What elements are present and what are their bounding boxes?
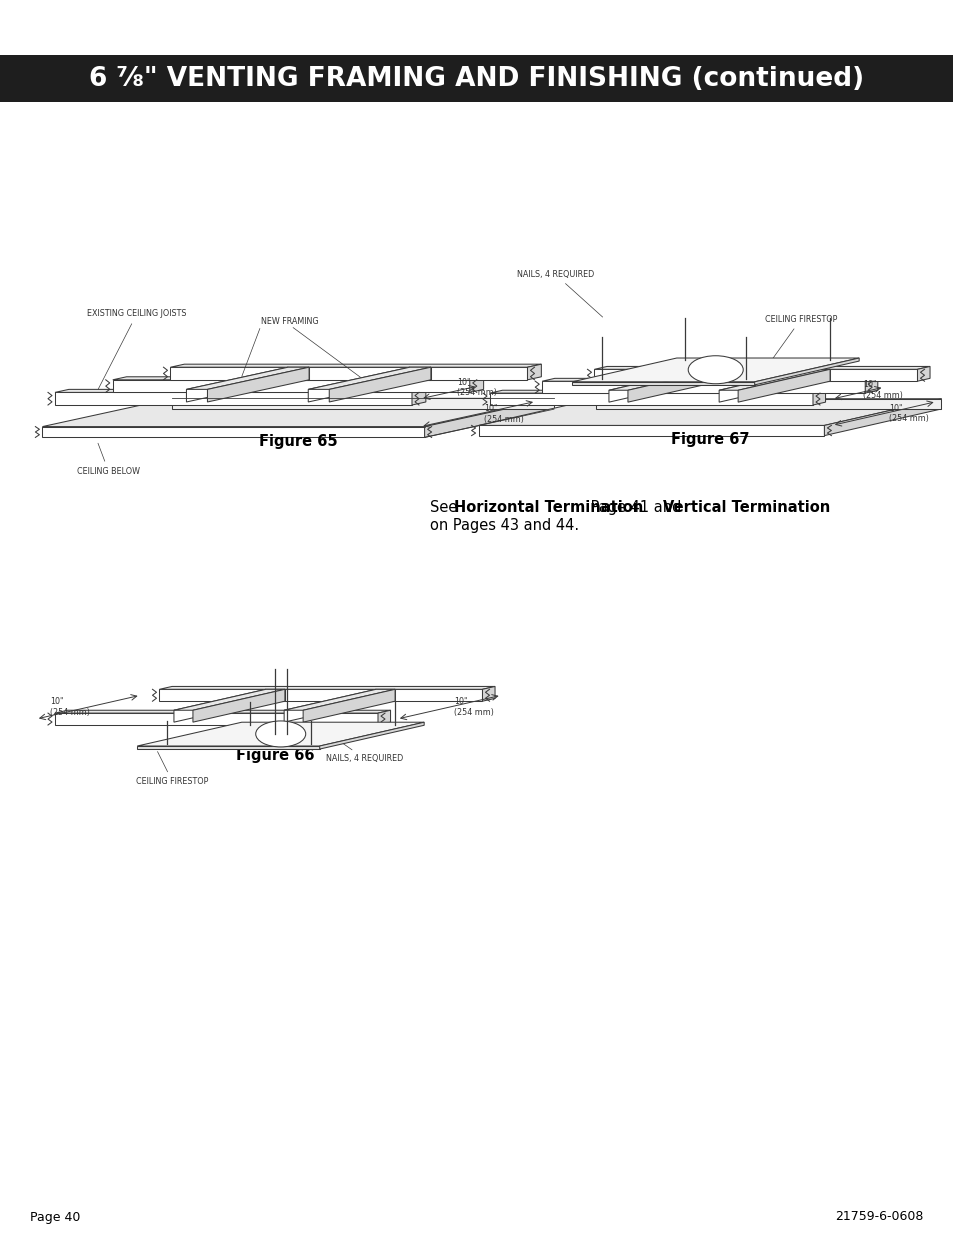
Polygon shape [754,358,859,385]
Polygon shape [412,389,425,405]
Polygon shape [55,389,425,393]
Polygon shape [527,364,540,380]
Polygon shape [112,377,483,380]
Text: Vertical Termination: Vertical Termination [662,500,830,515]
Text: NAILS, 4 REQUIRED: NAILS, 4 REQUIRED [314,722,403,763]
Polygon shape [329,367,431,401]
Text: NAILS, 4 REQUIRED: NAILS, 4 REQUIRED [517,270,602,317]
Polygon shape [172,399,554,409]
Polygon shape [171,367,527,380]
Polygon shape [478,399,941,425]
Polygon shape [864,378,877,393]
Text: See: See [430,500,461,515]
Polygon shape [572,358,859,382]
Polygon shape [719,369,810,403]
Polygon shape [308,367,431,389]
Polygon shape [207,367,309,401]
Ellipse shape [255,721,305,747]
Polygon shape [375,689,395,701]
Polygon shape [700,369,720,382]
Text: Figure 66: Figure 66 [235,748,314,763]
Text: 10"
(254 mm): 10" (254 mm) [454,698,494,716]
Polygon shape [193,689,285,722]
Polygon shape [137,746,319,750]
Polygon shape [186,367,288,401]
Polygon shape [594,367,929,369]
Polygon shape [42,426,424,437]
Polygon shape [42,399,554,426]
Text: CEILING FIRESTOP: CEILING FIRESTOP [136,752,209,785]
Polygon shape [171,364,540,367]
Polygon shape [55,393,412,405]
Text: 6 ⅞" VENTING FRAMING AND FINISHING (continued): 6 ⅞" VENTING FRAMING AND FINISHING (cont… [90,65,863,91]
Polygon shape [288,367,309,380]
Polygon shape [284,689,375,722]
Polygon shape [424,399,554,437]
Text: on Pages 43 and 44.: on Pages 43 and 44. [430,517,578,534]
Ellipse shape [687,356,742,384]
Text: 10"
(254 mm): 10" (254 mm) [862,380,902,400]
Polygon shape [410,367,431,380]
Text: 10"
(254 mm): 10" (254 mm) [456,378,497,398]
Polygon shape [284,689,395,710]
Polygon shape [478,425,823,436]
Polygon shape [594,369,917,382]
Polygon shape [812,390,824,405]
Polygon shape [738,369,829,403]
Polygon shape [595,399,941,409]
Polygon shape [608,369,720,390]
Polygon shape [541,382,864,393]
Polygon shape [823,399,941,436]
Polygon shape [572,382,754,385]
Polygon shape [490,393,812,405]
Polygon shape [266,689,285,701]
Polygon shape [186,367,309,389]
Polygon shape [55,713,377,725]
Polygon shape [608,369,700,403]
Polygon shape [482,687,495,701]
Text: EXISTING CEILING JOISTS: EXISTING CEILING JOISTS [87,310,186,389]
Polygon shape [319,722,424,750]
Polygon shape [173,689,285,710]
Polygon shape [627,369,720,403]
Polygon shape [490,390,824,393]
Polygon shape [308,367,410,401]
Polygon shape [137,722,424,746]
Polygon shape [469,377,483,393]
Text: Figure 65: Figure 65 [258,433,337,448]
Text: CEILING BELOW: CEILING BELOW [77,443,140,475]
Polygon shape [159,689,482,701]
Polygon shape [810,369,829,382]
Text: Figure 67: Figure 67 [670,432,748,447]
Polygon shape [377,710,390,725]
Bar [0,56,953,103]
Polygon shape [112,380,469,393]
Text: CEILING FIRESTOP: CEILING FIRESTOP [760,315,836,374]
Polygon shape [55,710,390,713]
Text: 10"
(254 mm): 10" (254 mm) [483,404,523,424]
Polygon shape [541,378,877,382]
Text: 10"
(254 mm): 10" (254 mm) [51,698,90,716]
Text: 21759-6-0608: 21759-6-0608 [835,1210,923,1224]
Text: Page 41 and: Page 41 and [585,500,685,515]
Text: NEW FRAMING: NEW FRAMING [260,317,318,326]
Text: 10"
(254 mm): 10" (254 mm) [888,404,928,424]
Polygon shape [159,687,495,689]
Text: Page 40: Page 40 [30,1210,80,1224]
Polygon shape [719,369,829,390]
Polygon shape [173,689,266,722]
Polygon shape [303,689,395,722]
Text: Horizontal Termination: Horizontal Termination [454,500,642,515]
Polygon shape [917,367,929,382]
